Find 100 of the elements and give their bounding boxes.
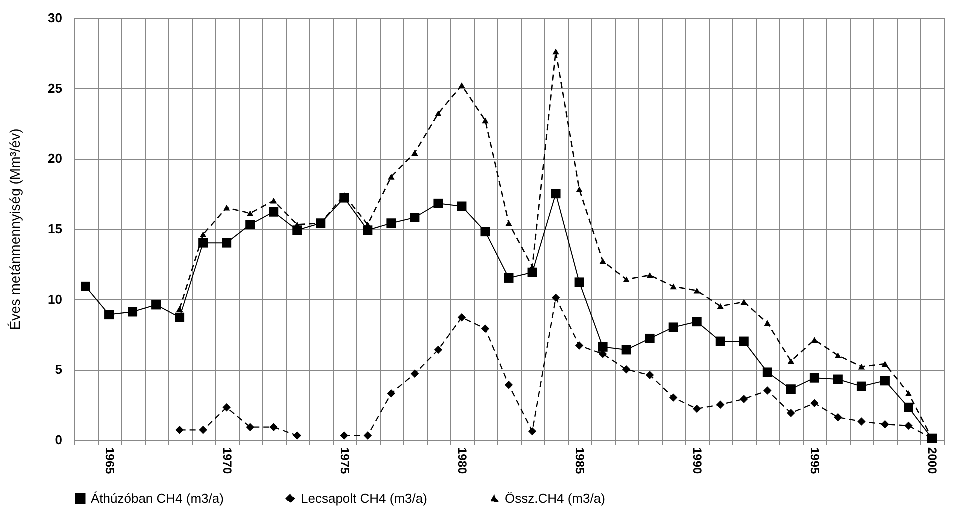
point [834,352,842,359]
point [246,423,254,432]
point [504,381,514,390]
point [506,220,512,226]
point [693,404,702,414]
point [668,322,678,332]
point [811,337,818,344]
y-tick-label: 5 [55,362,62,378]
point [598,342,608,352]
point [645,334,655,344]
point [576,186,583,193]
point [410,213,420,222]
point [669,394,678,402]
point [834,413,842,422]
y-tick-label: 25 [48,80,62,96]
point [386,218,396,228]
y-tick-label: 0 [55,432,62,448]
point [198,238,208,248]
point [458,82,466,88]
point [716,400,725,409]
point [104,310,114,320]
x-tick-label: 1980 [455,448,470,475]
legend-label: Áthúzóban CH4 (m3/a) [91,490,224,506]
y-tick-label: 30 [48,10,62,26]
point [670,284,677,290]
y-tick-label: 15 [48,222,62,236]
point [481,324,490,333]
point [434,198,444,208]
point [622,345,632,355]
point [528,427,537,436]
point [622,366,631,374]
point [128,307,138,317]
point [574,278,584,288]
point [787,409,796,418]
point [762,368,772,378]
point [882,361,889,367]
point [646,371,654,380]
point [646,272,654,278]
point [623,276,630,283]
point [269,207,279,217]
x-tick-label: 1970 [220,448,234,475]
legend-label: Össz.CH4 (m3/a) [505,490,606,506]
point [692,317,702,327]
point [740,299,748,306]
point [856,382,866,392]
point [81,282,90,292]
point [340,432,349,440]
point [575,342,584,350]
point [293,432,302,440]
legend-label: Lecsapolt CH4 (m3/a) [301,490,428,506]
point [905,390,912,396]
point [270,198,278,204]
point [176,426,184,434]
point [810,373,820,383]
point [458,314,466,322]
point [858,418,866,426]
point [552,294,560,302]
y-tick-label: 20 [48,151,62,166]
point [551,189,561,199]
point [716,336,726,346]
point [364,432,372,440]
point [152,300,162,310]
x-tick-label: 1985 [573,448,588,475]
point [222,238,232,248]
point [810,399,819,408]
point [410,370,420,378]
point [904,422,913,430]
point [223,204,230,211]
point [552,48,560,55]
point [434,346,443,354]
point [904,402,914,412]
point [788,358,795,364]
point [881,420,890,429]
point [246,210,254,216]
point [412,150,418,156]
point [786,384,796,394]
point [482,118,489,124]
point [270,423,278,432]
point [858,364,866,370]
point [246,220,256,230]
point [175,312,185,322]
point [833,374,843,384]
point [480,227,490,237]
point [504,273,514,283]
x-tick-label: 1995 [808,448,822,475]
point [600,258,606,264]
x-tick-label: 2000 [926,448,940,475]
point [222,404,231,412]
point [880,376,890,386]
point [764,320,772,326]
point [717,303,724,310]
x-tick-label: 1990 [690,448,705,475]
point [388,174,395,180]
point [457,202,467,212]
point [694,288,700,294]
point [199,426,208,434]
point [764,386,772,395]
y-axis-title: Éves metánmennyiség (Mm³/év) [7,128,24,330]
point [739,336,749,346]
x-tick-label: 1965 [102,448,117,475]
